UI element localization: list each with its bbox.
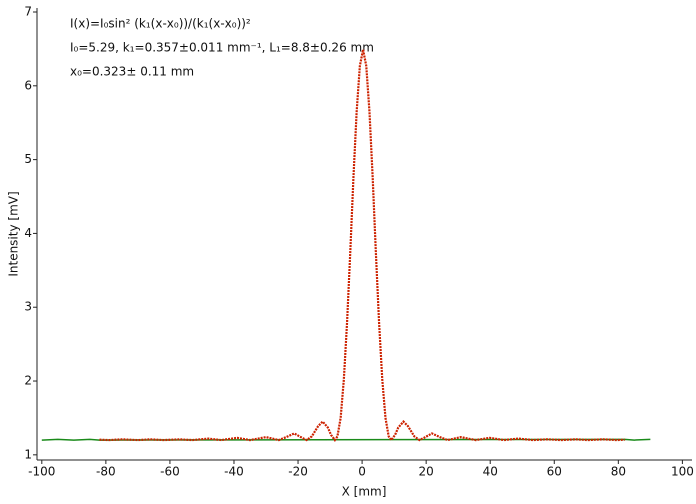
x-tick-label: -100	[28, 465, 55, 479]
x-tick-label: 100	[671, 465, 694, 479]
x-tick-label: 20	[419, 465, 434, 479]
annotation: I₀=5.29, k₁=0.357±0.011 mm⁻¹, L₁=8.8±0.2…	[70, 41, 374, 55]
data-line	[41, 438, 651, 441]
y-tick-label: 1	[24, 447, 32, 461]
y-tick-label: 7	[24, 5, 32, 19]
y-tick-label: 2	[24, 374, 32, 388]
x-tick-label: -60	[160, 465, 180, 479]
y-tick-label: 4	[24, 226, 32, 240]
annotation: I(x)=I₀sin² (k₁(x-x₀))/(k₁(x-x₀))²	[70, 17, 251, 31]
x-axis-label: X [mm]	[342, 485, 387, 499]
x-tick-label: 80	[611, 465, 626, 479]
y-axis-label: Intensity [mV]	[7, 191, 21, 276]
annotation: x₀=0.323± 0.11 mm	[70, 65, 194, 79]
x-tick-label: -20	[288, 465, 308, 479]
x-tick-label: -40	[224, 465, 244, 479]
y-tick-label: 6	[24, 78, 32, 92]
y-tick-label: 3	[24, 300, 32, 314]
x-tick-label: 0	[358, 465, 366, 479]
data-line	[99, 49, 625, 442]
y-tick-label: 5	[24, 152, 32, 166]
x-tick-label: -80	[96, 465, 116, 479]
x-tick-label: 40	[483, 465, 498, 479]
x-tick-label: 60	[547, 465, 562, 479]
